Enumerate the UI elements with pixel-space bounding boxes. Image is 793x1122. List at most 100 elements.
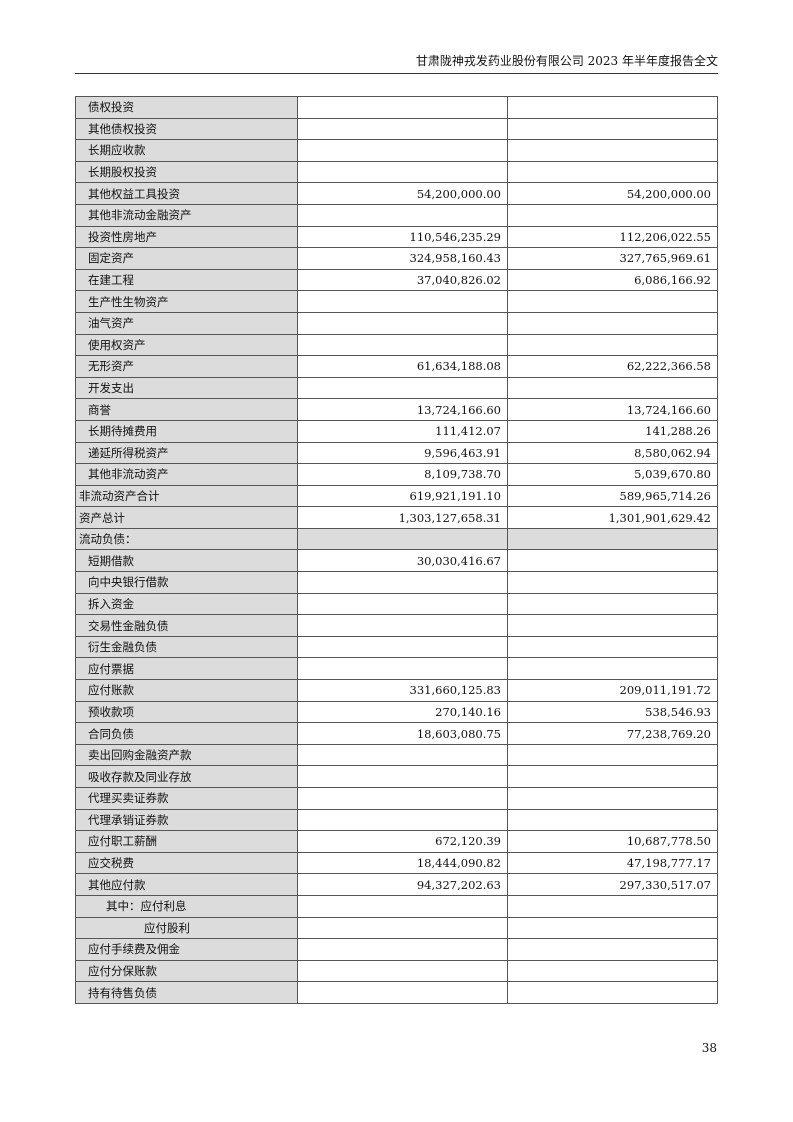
row-label: 长期股权投资 — [75, 160, 298, 184]
prior-year-end-value — [507, 938, 718, 961]
prior-year-end-value: 47,198,777.17 — [507, 851, 718, 875]
prior-year-end-value: 62,222,366.58 — [507, 355, 718, 378]
row-label: 债权投资 — [75, 96, 298, 119]
period-end-value — [297, 787, 508, 810]
row-label: 其他权益工具投资 — [75, 182, 298, 205]
table-row: 代理买卖证券款 — [75, 787, 718, 810]
period-end-value: 1,303,127,658.31 — [297, 506, 508, 529]
period-end-value: 8,109,738.70 — [297, 463, 508, 486]
table-row: 吸收存款及同业存放 — [75, 765, 718, 788]
table-row: 投资性房地产 110,546,235.29 112,206,022.55 — [75, 225, 718, 249]
table-row: 使用权资产 — [75, 333, 718, 357]
period-end-value: 61,634,188.08 — [297, 355, 508, 378]
period-end-value — [297, 938, 508, 961]
row-label: 其他非流动资产 — [75, 463, 298, 486]
period-end-value: 30,030,416.67 — [297, 549, 508, 573]
prior-year-end-value: 5,039,670.80 — [507, 463, 718, 486]
table-row: 其他债权投资 — [75, 117, 718, 141]
row-label: 合同负债 — [75, 722, 298, 745]
prior-year-end-value: 589,965,714.26 — [507, 484, 718, 508]
row-label: 非流动资产合计 — [75, 484, 298, 508]
table-row: 代理承销证券款 — [75, 808, 718, 832]
period-end-value — [297, 808, 508, 832]
prior-year-end-value — [507, 657, 718, 681]
prior-year-end-value — [507, 894, 718, 918]
table-row: 其他非流动资产 8,109,738.70 5,039,670.80 — [75, 463, 718, 486]
row-label: 使用权资产 — [75, 333, 298, 357]
page-header: 甘肃陇神戎发药业股份有限公司 2023 年半年度报告全文 — [415, 54, 718, 68]
page-number: 38 — [701, 1041, 717, 1055]
period-end-value: 9,596,463.91 — [297, 441, 508, 465]
table-row: 其他权益工具投资 54,200,000.00 54,200,000.00 — [75, 182, 718, 205]
period-end-value: 619,921,191.10 — [297, 484, 508, 508]
prior-year-end-value: 538,546.93 — [507, 700, 718, 724]
table-row: 油气资产 — [75, 311, 718, 335]
row-label: 应付股利 — [75, 916, 298, 940]
prior-year-end-value — [507, 203, 718, 227]
period-end-value: 37,040,826.02 — [297, 268, 508, 292]
prior-year-end-value — [507, 290, 718, 313]
period-end-value: 672,120.39 — [297, 830, 508, 853]
period-end-value: 54,200,000.00 — [297, 182, 508, 205]
period-end-value — [297, 117, 508, 141]
period-end-value — [297, 311, 508, 335]
table-row: 合同负债 18,603,080.75 77,238,769.20 — [75, 722, 718, 745]
period-end-value — [297, 765, 508, 788]
period-end-value — [297, 614, 508, 637]
row-label: 油气资产 — [75, 311, 298, 335]
period-end-value — [297, 959, 508, 983]
period-end-value — [297, 571, 508, 594]
period-end-value: 331,660,125.83 — [297, 679, 508, 702]
prior-year-end-value: 77,238,769.20 — [507, 722, 718, 745]
period-end-value — [297, 527, 508, 551]
prior-year-end-value: 141,288.26 — [507, 419, 718, 443]
row-label: 短期借款 — [75, 549, 298, 573]
row-label: 衍生金融负债 — [75, 635, 298, 659]
prior-year-end-value: 112,206,022.55 — [507, 225, 718, 249]
table-row: 应付手续费及佣金 — [75, 938, 718, 961]
row-label: 代理承销证券款 — [75, 808, 298, 832]
period-end-value — [297, 290, 508, 313]
table-row: 应付账款 331,660,125.83 209,011,191.72 — [75, 679, 718, 702]
prior-year-end-value — [507, 808, 718, 832]
table-row: 短期借款 30,030,416.67 — [75, 549, 718, 573]
row-label: 投资性房地产 — [75, 225, 298, 249]
period-end-value: 13,724,166.60 — [297, 398, 508, 421]
row-label: 应付分保账款 — [75, 959, 298, 983]
row-label: 预收款项 — [75, 700, 298, 724]
row-label: 商誉 — [75, 398, 298, 421]
row-label: 持有待售负债 — [75, 981, 298, 1004]
table-row: 商誉 13,724,166.60 13,724,166.60 — [75, 398, 718, 421]
row-label: 应付手续费及佣金 — [75, 938, 298, 961]
prior-year-end-value: 54,200,000.00 — [507, 182, 718, 205]
balance-sheet-table: 债权投资 其他债权投资 长期应收款 长期股权投资 其他权益工具投资 54,200,000.… — [75, 96, 718, 1004]
table-row: 流动负债： — [75, 527, 718, 551]
row-label: 吸收存款及同业存放 — [75, 765, 298, 788]
period-end-value — [297, 635, 508, 659]
prior-year-end-value — [507, 117, 718, 141]
period-end-value — [297, 333, 508, 357]
table-row: 长期应收款 — [75, 139, 718, 162]
row-label: 其他应付款 — [75, 873, 298, 896]
table-row: 生产性生物资产 — [75, 290, 718, 313]
table-row: 应付票据 — [75, 657, 718, 681]
prior-year-end-value — [507, 743, 718, 767]
period-end-value — [297, 657, 508, 681]
row-label: 生产性生物资产 — [75, 290, 298, 313]
table-row: 其中：应付利息 — [75, 894, 718, 918]
row-label: 向中央银行借款 — [75, 571, 298, 594]
table-row: 应付分保账款 — [75, 959, 718, 983]
period-end-value — [297, 139, 508, 162]
row-label: 拆入资金 — [75, 592, 298, 616]
prior-year-end-value — [507, 614, 718, 637]
period-end-value: 18,603,080.75 — [297, 722, 508, 745]
prior-year-end-value — [507, 571, 718, 594]
prior-year-end-value: 209,011,191.72 — [507, 679, 718, 702]
row-label: 应付账款 — [75, 679, 298, 702]
row-label: 在建工程 — [75, 268, 298, 292]
period-end-value — [297, 160, 508, 184]
row-label: 应交税费 — [75, 851, 298, 875]
prior-year-end-value — [507, 635, 718, 659]
period-end-value: 110,546,235.29 — [297, 225, 508, 249]
prior-year-end-value: 297,330,517.07 — [507, 873, 718, 896]
